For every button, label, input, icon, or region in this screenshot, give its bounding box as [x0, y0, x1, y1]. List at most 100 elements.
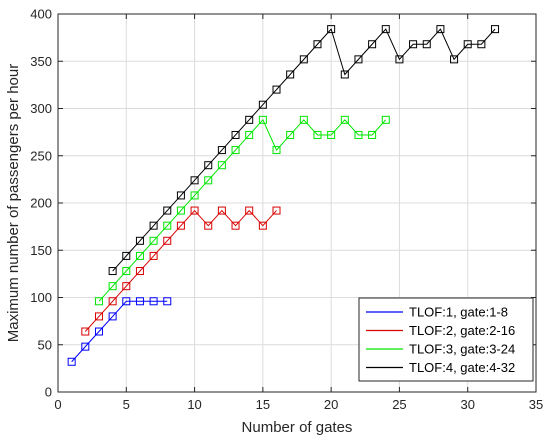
data-point — [94, 312, 103, 321]
data-point — [81, 327, 90, 336]
data-point — [135, 297, 144, 306]
data-point — [217, 206, 226, 215]
data-point — [381, 25, 390, 34]
x-axis-label: Number of gates — [242, 419, 353, 436]
series-line — [71, 300, 168, 363]
data-point — [354, 55, 363, 64]
data-point — [94, 327, 103, 336]
series-4 — [108, 25, 500, 276]
data-point — [491, 25, 500, 34]
data-point — [245, 130, 254, 139]
legend: TLOF:1, gate:1-8 TLOF:2, gate:2-16 TLOF:3,… — [358, 297, 534, 382]
data-point — [204, 221, 213, 230]
data-point — [327, 130, 336, 139]
data-point — [149, 221, 158, 230]
series-layer — [67, 25, 500, 366]
data-point — [272, 146, 281, 155]
data-point — [94, 297, 103, 306]
data-point — [354, 130, 363, 139]
x-tick-label: 10 — [187, 397, 201, 412]
legend-entry: TLOF:3, gate:3-24 — [409, 342, 515, 357]
data-point — [327, 25, 336, 34]
data-point — [299, 55, 308, 64]
data-point — [190, 206, 199, 215]
data-point — [108, 312, 117, 321]
data-point — [231, 130, 240, 139]
data-point — [231, 146, 240, 155]
data-point — [122, 297, 131, 306]
series-line — [112, 28, 496, 272]
y-tick-label: 250 — [30, 148, 52, 163]
data-point — [176, 191, 185, 200]
data-point — [217, 161, 226, 170]
y-tick-label: 0 — [45, 385, 52, 400]
y-tick-label: 400 — [30, 7, 52, 22]
y-tick-label: 300 — [30, 101, 52, 116]
series-line — [98, 118, 387, 302]
data-point — [108, 282, 117, 291]
series-1 — [67, 297, 172, 366]
data-point — [245, 206, 254, 215]
data-point — [245, 115, 254, 124]
data-point — [163, 206, 172, 215]
x-tick-label: 5 — [123, 397, 130, 412]
y-tick-label: 150 — [30, 243, 52, 258]
data-point — [286, 70, 295, 79]
y-tick-label: 350 — [30, 54, 52, 69]
data-point — [313, 130, 322, 139]
data-point — [436, 25, 445, 34]
data-point — [135, 236, 144, 245]
data-point — [135, 267, 144, 276]
data-point — [258, 115, 267, 124]
data-point — [217, 146, 226, 155]
data-point — [81, 342, 90, 351]
data-point — [368, 40, 377, 49]
data-point — [463, 40, 472, 49]
series-2 — [81, 206, 281, 336]
data-point — [409, 40, 418, 49]
data-point — [176, 221, 185, 230]
data-point — [108, 297, 117, 306]
series-line — [84, 209, 277, 332]
data-point — [67, 357, 76, 366]
x-tick-label: 15 — [256, 397, 270, 412]
data-point — [340, 115, 349, 124]
data-point — [313, 40, 322, 49]
data-point — [422, 40, 431, 49]
data-point — [163, 297, 172, 306]
y-tick-label: 100 — [30, 290, 52, 305]
data-point — [231, 221, 240, 230]
data-point — [477, 40, 486, 49]
data-point — [190, 176, 199, 185]
data-point — [190, 191, 199, 200]
data-point — [149, 236, 158, 245]
legend-entry: TLOF:1, gate:1-8 — [409, 305, 508, 320]
data-point — [176, 206, 185, 215]
data-point — [368, 130, 377, 139]
x-tick-label: 35 — [529, 397, 543, 412]
y-tick-label: 50 — [38, 337, 52, 352]
data-point — [286, 130, 295, 139]
data-point — [149, 297, 158, 306]
data-point — [204, 161, 213, 170]
data-point — [108, 267, 117, 276]
series-3 — [94, 115, 390, 306]
data-point — [122, 251, 131, 260]
data-point — [122, 282, 131, 291]
data-point — [163, 236, 172, 245]
x-tick-label: 20 — [324, 397, 338, 412]
data-point — [122, 267, 131, 276]
x-tick-label: 0 — [54, 397, 61, 412]
data-point — [149, 251, 158, 260]
data-point — [135, 251, 144, 260]
y-axis-label: Maximum number of passengers per hour — [5, 64, 22, 342]
data-point — [299, 115, 308, 124]
data-point — [204, 176, 213, 185]
x-tick-label: 30 — [460, 397, 474, 412]
x-tick-label: 25 — [392, 397, 406, 412]
data-point — [258, 100, 267, 109]
legend-entry: TLOF:4, gate:4-32 — [409, 360, 515, 375]
data-point — [272, 206, 281, 215]
